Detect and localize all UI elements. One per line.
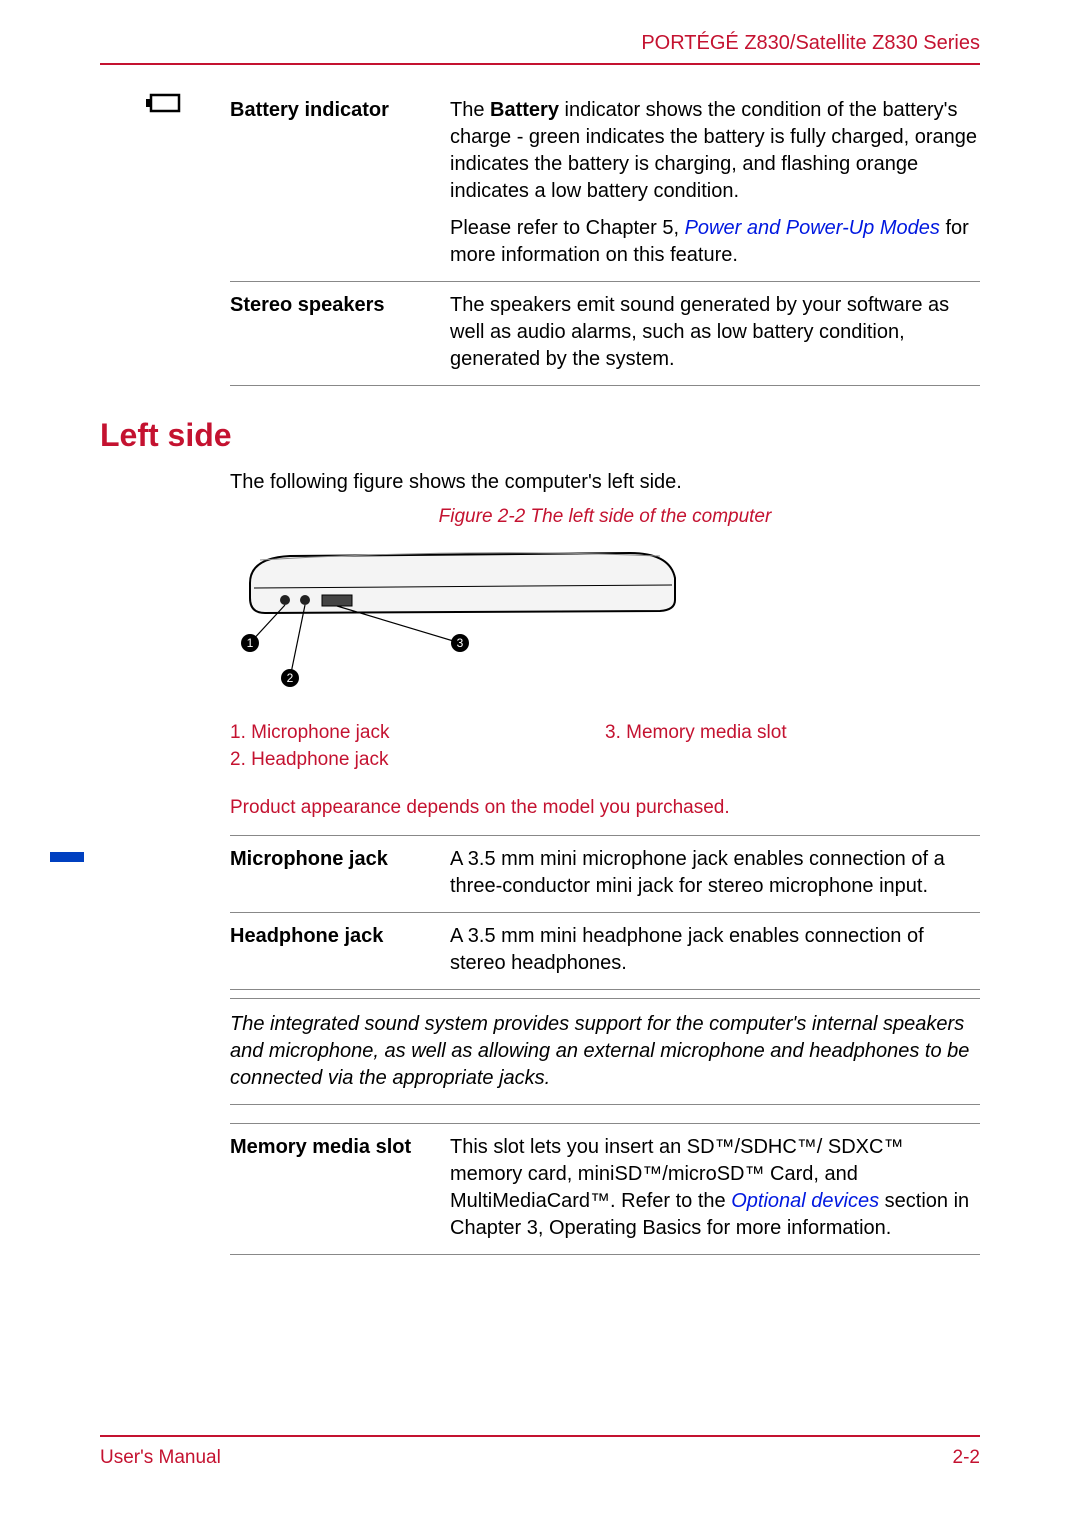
spec-label: Battery indicator xyxy=(230,97,450,269)
section-body: The following figure shows the computer'… xyxy=(230,469,980,990)
figure-caption: Figure 2-2 The left side of the computer xyxy=(230,504,980,530)
legend-item: 3. Memory media slot xyxy=(605,720,980,746)
svg-text:3: 3 xyxy=(457,636,464,650)
spec-row-battery: Battery indicator The Battery indicator … xyxy=(100,87,980,386)
table-row: Headphone jack A 3.5 mm mini headphone j… xyxy=(230,913,980,990)
table-row: Microphone jack A 3.5 mm mini microphone… xyxy=(230,836,980,913)
spec-label: Memory media slot xyxy=(230,1134,450,1242)
spec-desc: A 3.5 mm mini microphone jack enables co… xyxy=(450,846,980,900)
section-intro: The following figure shows the computer'… xyxy=(230,469,980,496)
legend-item: 2. Headphone jack xyxy=(230,747,605,773)
spec-desc: The speakers emit sound generated by you… xyxy=(450,292,980,373)
section-heading-left-side: Left side xyxy=(100,414,980,457)
figure-legend: 1. Microphone jack 2. Headphone jack 3. … xyxy=(230,720,980,775)
table-row: Battery indicator The Battery indicator … xyxy=(230,87,980,282)
header-rule xyxy=(100,63,980,65)
footer-page-number: 2-2 xyxy=(953,1445,980,1471)
table-row: Stereo speakers The speakers emit sound … xyxy=(230,282,980,386)
spec-label: Microphone jack xyxy=(230,846,450,900)
header-product-line: PORTÉGÉ Z830/Satellite Z830 Series xyxy=(100,30,980,57)
battery-icon xyxy=(100,87,230,386)
spec-label: Headphone jack xyxy=(230,923,450,977)
margin-badge-icon xyxy=(50,852,84,862)
text: The xyxy=(450,99,490,121)
text: Please refer to Chapter 5, xyxy=(450,217,685,239)
page-footer: User's Manual 2-2 xyxy=(100,1435,980,1471)
svg-text:1: 1 xyxy=(247,636,254,650)
cross-reference-link[interactable]: Optional devices xyxy=(731,1190,879,1212)
spec-desc: The Battery indicator shows the conditio… xyxy=(450,97,980,269)
spec-label: Stereo speakers xyxy=(230,292,450,373)
footer-manual-title: User's Manual xyxy=(100,1445,221,1471)
spec-desc: This slot lets you insert an SD™/SDHC™/ … xyxy=(450,1134,980,1242)
manual-page: PORTÉGÉ Z830/Satellite Z830 Series Batte… xyxy=(0,0,1080,1510)
table-row: Memory media slot This slot lets you ins… xyxy=(230,1124,980,1255)
appearance-disclaimer: Product appearance depends on the model … xyxy=(230,795,980,821)
spec-desc: A 3.5 mm mini headphone jack enables con… xyxy=(450,923,980,977)
computer-left-side-figure: 1 2 3 xyxy=(230,538,980,706)
svg-text:2: 2 xyxy=(287,671,294,685)
bold-text: Battery xyxy=(490,99,559,121)
cross-reference-link[interactable]: Power and Power-Up Modes xyxy=(685,217,940,239)
legend-item: 1. Microphone jack xyxy=(230,720,605,746)
integrated-sound-note: The integrated sound system provides sup… xyxy=(230,998,980,1105)
